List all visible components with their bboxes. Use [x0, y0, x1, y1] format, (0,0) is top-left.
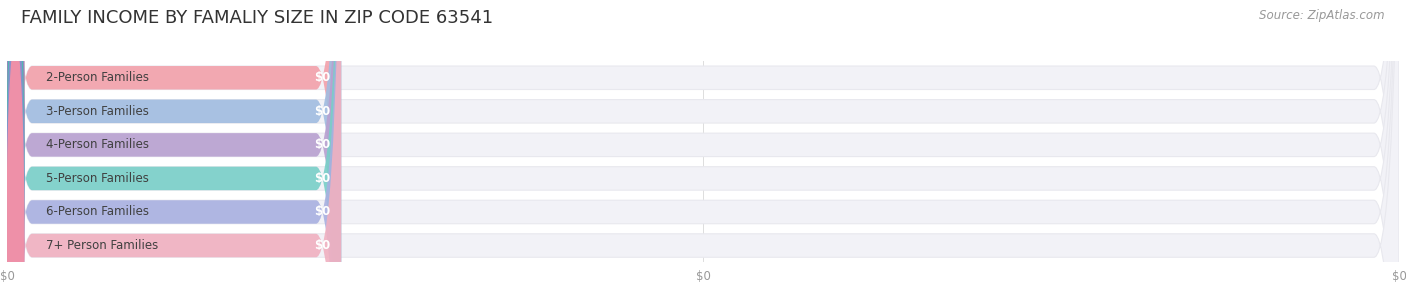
Circle shape [7, 0, 24, 305]
FancyBboxPatch shape [7, 0, 1399, 305]
FancyBboxPatch shape [7, 0, 342, 305]
Text: $0: $0 [314, 206, 330, 218]
Text: 7+ Person Families: 7+ Person Families [46, 239, 159, 252]
Text: $0: $0 [314, 105, 330, 118]
Circle shape [7, 0, 24, 305]
Text: $0: $0 [314, 239, 330, 252]
Text: $0: $0 [314, 71, 330, 84]
FancyBboxPatch shape [7, 0, 1399, 305]
FancyBboxPatch shape [7, 0, 1399, 305]
Circle shape [7, 0, 24, 305]
Circle shape [7, 0, 24, 281]
Text: 6-Person Families: 6-Person Families [46, 206, 149, 218]
Text: $0: $0 [314, 138, 330, 151]
FancyBboxPatch shape [7, 0, 342, 305]
FancyBboxPatch shape [7, 0, 342, 305]
Circle shape [7, 43, 24, 305]
Text: FAMILY INCOME BY FAMALIY SIZE IN ZIP CODE 63541: FAMILY INCOME BY FAMALIY SIZE IN ZIP COD… [21, 9, 494, 27]
FancyBboxPatch shape [7, 0, 1399, 305]
Text: Source: ZipAtlas.com: Source: ZipAtlas.com [1260, 9, 1385, 22]
FancyBboxPatch shape [7, 0, 342, 305]
FancyBboxPatch shape [7, 0, 1399, 305]
Text: $0: $0 [314, 172, 330, 185]
FancyBboxPatch shape [7, 0, 342, 305]
Circle shape [7, 9, 24, 305]
Text: 4-Person Families: 4-Person Families [46, 138, 149, 151]
Text: 2-Person Families: 2-Person Families [46, 71, 149, 84]
Text: 5-Person Families: 5-Person Families [46, 172, 149, 185]
FancyBboxPatch shape [7, 0, 1399, 305]
FancyBboxPatch shape [7, 0, 342, 305]
Text: 3-Person Families: 3-Person Families [46, 105, 149, 118]
